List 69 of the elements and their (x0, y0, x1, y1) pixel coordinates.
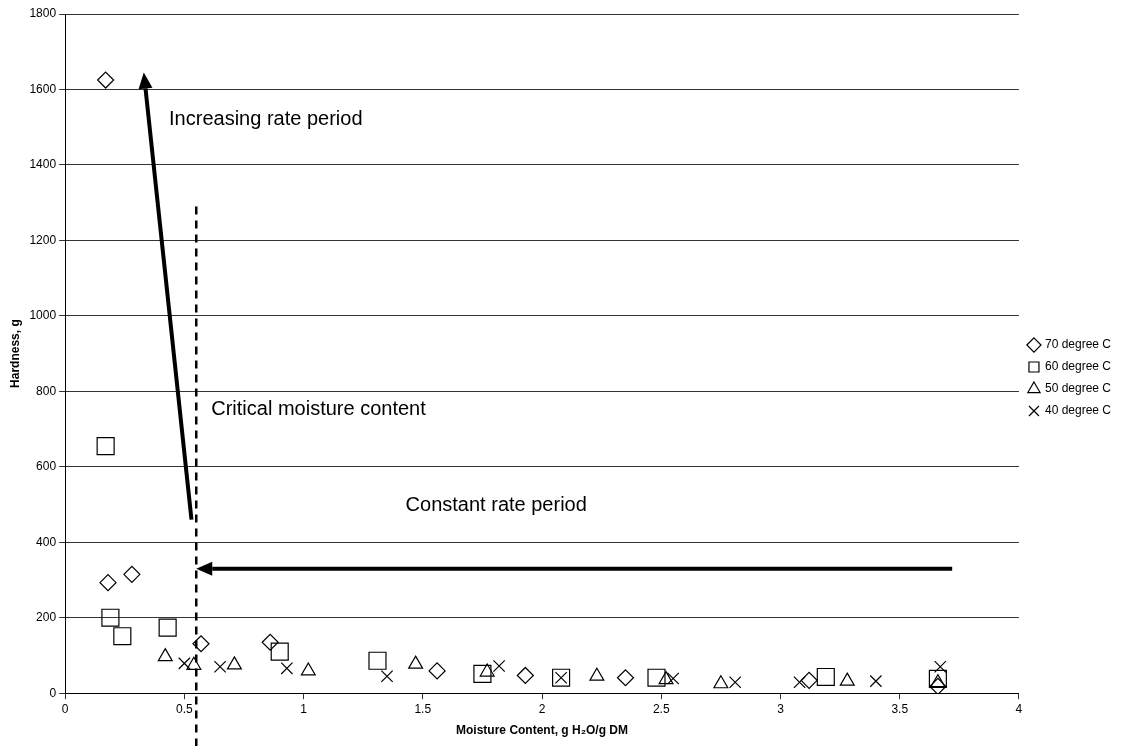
y-tick-label: 1400 (29, 157, 57, 172)
point (800, 671, 818, 689)
point (839, 672, 855, 686)
point (380, 669, 394, 683)
annotation: Increasing rate period (169, 106, 363, 129)
point (492, 659, 506, 673)
point (816, 667, 835, 687)
y-tick-label: 400 (36, 534, 57, 549)
point (473, 664, 492, 684)
point (113, 627, 132, 646)
point (616, 669, 635, 687)
point (213, 660, 227, 674)
x-tick-label: 3.5 (891, 701, 909, 716)
y-tick-label: 600 (36, 459, 57, 474)
point (300, 662, 316, 676)
y-tick-label: 1000 (29, 308, 57, 323)
point (728, 676, 742, 689)
point (158, 618, 177, 637)
point (408, 655, 424, 669)
legend-label: 50 degree C (1044, 381, 1112, 396)
point (666, 672, 680, 685)
x-tick-label: 0.5 (175, 701, 193, 716)
point (930, 674, 946, 688)
x-tick-label: 1 (300, 701, 308, 716)
point (178, 657, 191, 670)
point (96, 436, 115, 456)
point (186, 656, 202, 670)
x-tick-label: 1.5 (414, 701, 432, 716)
point (713, 675, 729, 689)
point (157, 648, 173, 662)
point (101, 608, 120, 627)
point (428, 662, 446, 680)
y-tick-label: 1200 (29, 232, 57, 247)
x-tick-label: 2 (538, 701, 546, 716)
point (270, 642, 289, 661)
point (589, 667, 605, 681)
point (934, 660, 947, 674)
point (928, 669, 947, 688)
point (647, 668, 666, 687)
x-tick-label: 2.5 (652, 701, 670, 716)
ref-line-label: Critical moisture content (211, 396, 427, 419)
x-tick-label: 0 (61, 701, 69, 716)
point (869, 674, 883, 688)
y-tick-label: 200 (36, 610, 57, 625)
point (226, 656, 242, 670)
point (123, 565, 141, 583)
point (280, 662, 294, 675)
y-tick-label: 800 (36, 383, 57, 398)
point (261, 633, 279, 651)
point (97, 71, 115, 89)
point (479, 663, 495, 677)
point (99, 574, 117, 592)
x-tick-label: 4 (1015, 701, 1023, 716)
point (929, 677, 947, 694)
legend-label: 60 degree C (1044, 359, 1112, 374)
x-tick-label: 3 (777, 701, 785, 716)
point (658, 671, 674, 685)
legend-label: 40 degree C (1044, 403, 1112, 418)
y-tick-label: 0 (49, 685, 57, 700)
point (516, 666, 534, 685)
point (368, 651, 387, 670)
y-tick-label: 1800 (29, 6, 57, 21)
annotation: Constant rate period (405, 493, 587, 516)
x-axis-title: Moisture Content, g H₂O/g DM (456, 723, 629, 738)
y-tick-label: 1600 (29, 81, 57, 96)
legend-label: 70 degree C (1044, 337, 1112, 352)
point (793, 676, 806, 689)
y-axis-title: Hardness, g (7, 319, 22, 388)
point (192, 635, 210, 653)
